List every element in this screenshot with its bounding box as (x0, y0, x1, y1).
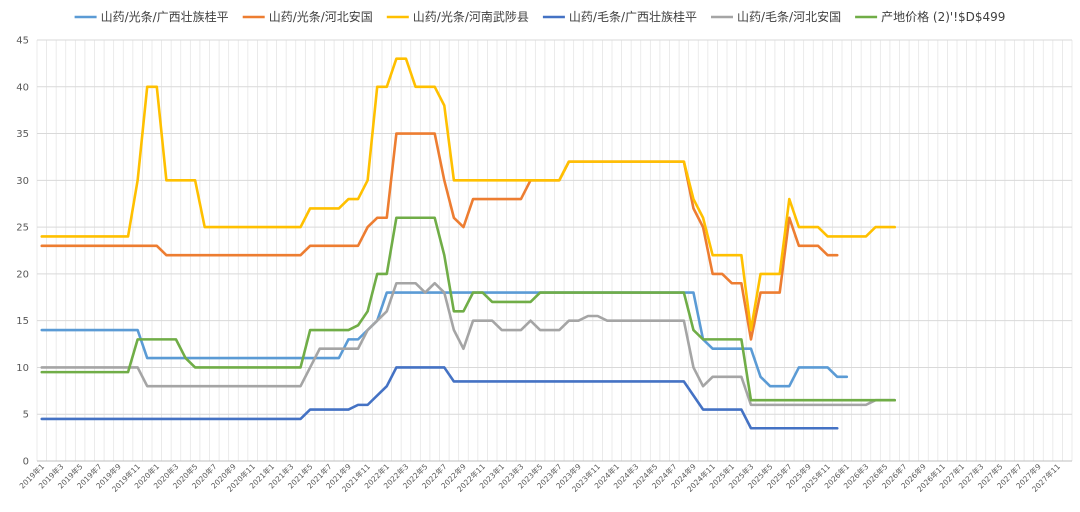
series-line-3 (40, 57, 897, 332)
y-tick-label: 35 (16, 129, 29, 140)
legend-item-1: 山药/光条/广西壮族桂平 (74, 9, 229, 24)
y-tick-label: 45 (16, 36, 29, 47)
x-axis: 2019年12019年32019年52019年72019年92019年11202… (17, 461, 1062, 494)
y-tick-label: 15 (16, 316, 29, 327)
y-axis: 0 5 10 15 20 25 30 35 40 45 (16, 36, 29, 468)
legend-item-6: 产地价格 (2)'!$D$499 (855, 9, 1005, 24)
legend-item-4: 山药/毛条/广西壮族桂平 (542, 9, 697, 24)
series-line-6 (40, 216, 897, 402)
legend-item-2: 山药/光条/河北安国 (242, 9, 373, 24)
grid (36, 39, 1073, 462)
y-tick-label: 30 (16, 176, 29, 187)
legend: 山药/光条/广西壮族桂平 山药/光条/河北安国 山药/光条/河南武陟县 山药/毛条/广… (74, 9, 1005, 24)
legend-label: 山药/光条/河南武陟县 (413, 9, 529, 24)
legend-item-5: 山药/毛条/河北安国 (711, 9, 841, 24)
y-tick-label: 25 (16, 223, 29, 234)
legend-label: 山药/毛条/广西壮族桂平 (569, 9, 697, 24)
series-line-4 (40, 366, 839, 430)
legend-label: 山药/毛条/河北安国 (737, 9, 841, 24)
series-line-5 (40, 281, 897, 407)
series-lines (40, 57, 897, 430)
legend-label: 产地价格 (2)'!$D$499 (881, 9, 1005, 24)
y-tick-label: 40 (16, 82, 29, 93)
y-tick-label: 0 (23, 457, 29, 468)
y-tick-label: 20 (16, 269, 29, 280)
y-tick-label: 5 (23, 410, 29, 421)
legend-label: 山药/光条/广西壮族桂平 (101, 9, 229, 24)
y-tick-label: 10 (16, 363, 29, 374)
legend-item-3: 山药/光条/河南武陟县 (386, 9, 529, 24)
legend-label: 山药/光条/河北安国 (269, 9, 373, 24)
